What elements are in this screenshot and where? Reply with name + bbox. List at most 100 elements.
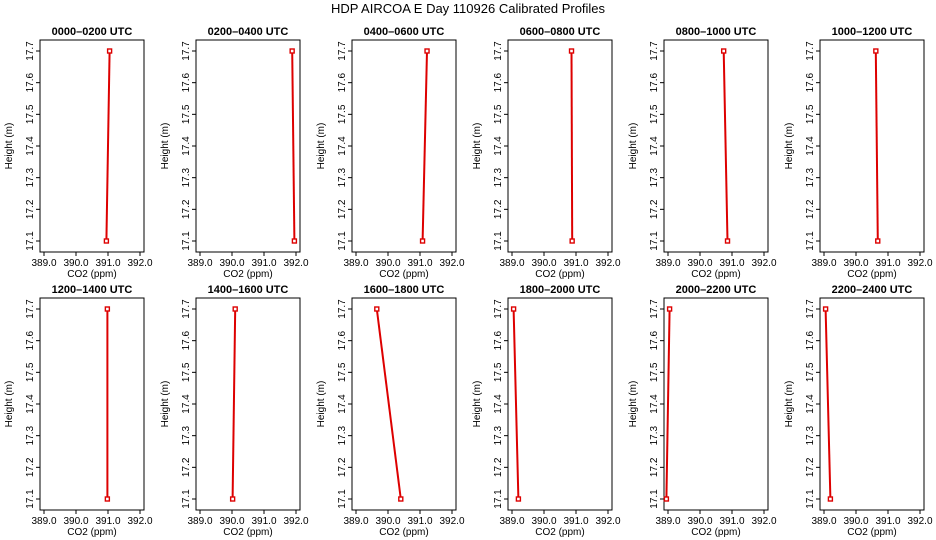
profile-line <box>512 308 520 500</box>
panel-3: 0400–0600 UTC 389.0 390.0 391.0 392.0 17.1 17.… <box>316 26 465 280</box>
x-tick-label: 389.0 <box>343 258 368 269</box>
y-tick-label: 17.5 <box>25 362 36 382</box>
y-tick-label: 17.1 <box>25 489 36 509</box>
profile-line <box>105 50 111 242</box>
panel-title: 1000–1200 UTC <box>832 26 913 38</box>
y-axis-label: Height (m) <box>4 123 15 170</box>
y-axis-label: Height (m) <box>784 123 795 170</box>
profile-line <box>570 50 574 242</box>
y-tick-label: 17.7 <box>181 299 192 319</box>
x-tick-label: 391.0 <box>719 258 744 269</box>
data-point <box>724 238 731 244</box>
y-tick-label: 17.5 <box>181 104 192 124</box>
profile-line <box>722 50 729 242</box>
x-tick-label: 391.0 <box>251 516 276 527</box>
figure-title: HDP AIRCOA E Day 110926 Calibrated Profi… <box>330 1 606 16</box>
y-tick-label: 17.3 <box>337 425 348 445</box>
x-tick-label: 390.0 <box>843 258 868 269</box>
y-tick-label: 17.5 <box>25 104 36 124</box>
y-tick-label: 17.1 <box>25 231 36 251</box>
x-tick-label: 390.0 <box>531 258 556 269</box>
y-tick-label: 17.7 <box>805 299 816 319</box>
x-tick-label: 392.0 <box>595 516 620 527</box>
x-tick-label: 391.0 <box>251 258 276 269</box>
x-axis-label: CO2 (ppm) <box>379 527 428 538</box>
data-point <box>515 496 522 502</box>
y-tick-label: 17.2 <box>181 457 192 477</box>
x-tick-label: 392.0 <box>127 516 152 527</box>
y-tick-label: 17.5 <box>649 362 660 382</box>
y-tick-label: 17.2 <box>493 457 504 477</box>
data-point <box>104 306 111 312</box>
panel-title: 0400–0600 UTC <box>364 26 445 38</box>
x-tick-label: 390.0 <box>219 258 244 269</box>
x-tick-label: 392.0 <box>907 258 932 269</box>
y-tick-label: 17.5 <box>337 362 348 382</box>
plot-frame <box>195 297 301 511</box>
y-tick-label: 17.5 <box>805 362 816 382</box>
panel-7: 1200–1400 UTC 389.0 390.0 391.0 392.0 17.1 17.… <box>4 284 153 538</box>
x-tick-label: 390.0 <box>687 258 712 269</box>
x-tick-label: 391.0 <box>563 258 588 269</box>
x-tick-label: 391.0 <box>95 516 120 527</box>
data-point <box>229 496 236 502</box>
y-tick-label: 17.1 <box>493 489 504 509</box>
x-tick-label: 390.0 <box>63 516 88 527</box>
data-point <box>510 306 517 312</box>
data-point <box>289 48 295 54</box>
x-axis-label: CO2 (ppm) <box>535 269 584 280</box>
data-point <box>720 48 727 54</box>
y-tick-label: 17.6 <box>181 330 192 350</box>
data-point <box>104 496 111 502</box>
y-tick-label: 17.2 <box>25 199 36 219</box>
y-tick-label: 17.5 <box>337 104 348 124</box>
panel-title: 0800–1000 UTC <box>676 26 757 38</box>
y-tick-label: 17.4 <box>25 136 36 156</box>
x-tick-label: 389.0 <box>499 516 524 527</box>
data-point <box>374 306 380 312</box>
y-tick-label: 17.1 <box>493 231 504 251</box>
y-tick-label: 17.3 <box>181 167 192 187</box>
y-tick-label: 17.2 <box>493 199 504 219</box>
data-point <box>291 238 298 244</box>
x-axis-label: CO2 (ppm) <box>535 527 584 538</box>
y-axis-label: Height (m) <box>4 381 15 428</box>
y-tick-label: 17.7 <box>493 41 504 61</box>
y-tick-label: 17.6 <box>337 330 348 350</box>
panel-title: 0600–0800 UTC <box>520 26 601 38</box>
x-axis-label: CO2 (ppm) <box>67 527 116 538</box>
y-tick-label: 17.1 <box>805 231 816 251</box>
plot-frame <box>351 39 457 253</box>
x-tick-label: 390.0 <box>687 516 712 527</box>
data-point <box>663 496 670 502</box>
y-tick-label: 17.1 <box>649 231 660 251</box>
y-axis-label: Height (m) <box>160 381 171 428</box>
y-tick-label: 17.5 <box>493 362 504 382</box>
y-axis-label: Height (m) <box>628 123 639 170</box>
y-tick-label: 17.1 <box>181 489 192 509</box>
x-tick-label: 390.0 <box>375 516 400 527</box>
y-tick-label: 17.7 <box>649 41 660 61</box>
plot-frame <box>39 297 145 511</box>
x-tick-label: 392.0 <box>127 258 152 269</box>
data-point <box>424 48 430 54</box>
profile-line <box>375 308 402 500</box>
y-tick-label: 17.6 <box>493 330 504 350</box>
y-tick-label: 17.4 <box>181 136 192 156</box>
y-tick-label: 17.7 <box>337 41 348 61</box>
y-tick-label: 17.4 <box>649 394 660 414</box>
y-tick-label: 17.2 <box>805 457 816 477</box>
y-axis-label: Height (m) <box>316 381 327 428</box>
y-tick-label: 17.2 <box>805 199 816 219</box>
x-axis-label: CO2 (ppm) <box>379 269 428 280</box>
y-tick-label: 17.6 <box>25 72 36 92</box>
y-tick-label: 17.4 <box>493 394 504 414</box>
x-tick-label: 392.0 <box>439 258 464 269</box>
y-axis-label: Height (m) <box>160 123 171 170</box>
panel-2: 0200–0400 UTC 389.0 390.0 391.0 392.0 17.1 17.… <box>160 26 309 280</box>
panel-11: 2000–2200 UTC 389.0 390.0 391.0 392.0 17.1 17.… <box>628 284 777 538</box>
y-tick-label: 17.6 <box>649 330 660 350</box>
x-tick-label: 390.0 <box>63 258 88 269</box>
y-tick-label: 17.2 <box>649 199 660 219</box>
y-tick-label: 17.3 <box>649 167 660 187</box>
